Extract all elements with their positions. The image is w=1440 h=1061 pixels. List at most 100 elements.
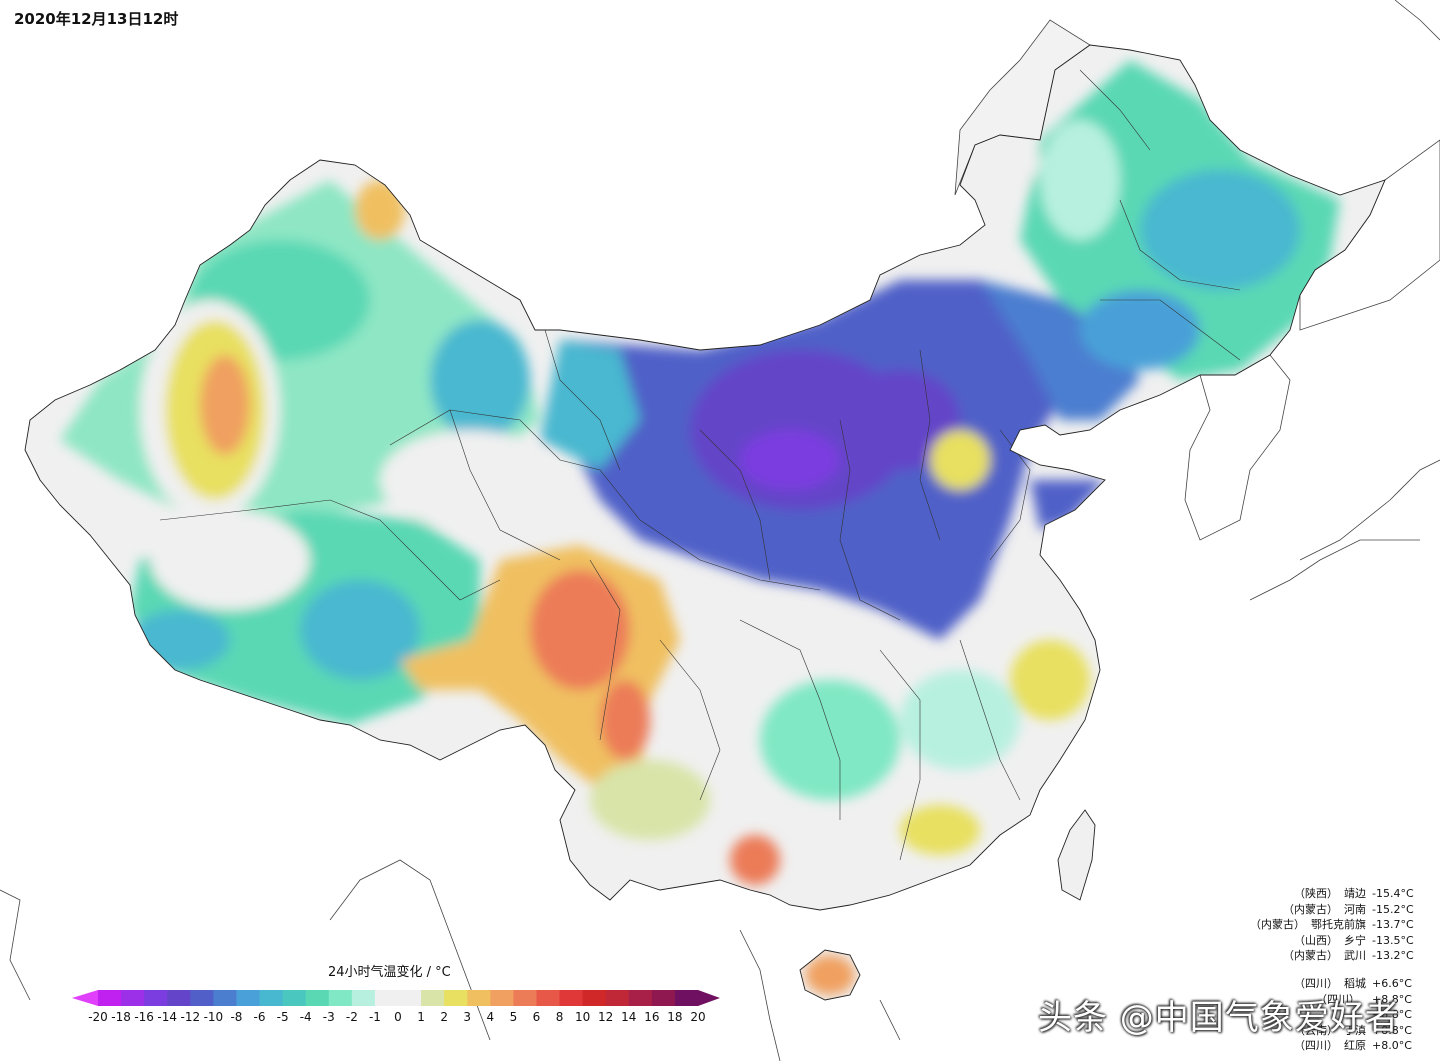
station-name: 河南 [1344,902,1366,916]
colorbar-tick-label: 12 [598,1010,613,1024]
colorbar-tick-label: 4 [486,1010,494,1024]
colorbar-swatch [98,990,122,1006]
station-value: +8.8°C [1372,992,1412,1006]
station-province: （云南） [1294,1023,1338,1037]
colorbar-swatch [236,990,261,1006]
colorbar-swatch [444,990,468,1006]
colorbar-tick-label: 14 [621,1010,636,1024]
station-value: -13.5°C [1372,933,1414,947]
colorbar-swatch [582,990,607,1006]
map-title: 2020年12月13日12时 [14,10,179,28]
station-name: 靖边 [1344,887,1366,900]
colorbar-tick-label: -2 [346,1010,358,1024]
colorbar-tick-label: -12 [181,1010,201,1024]
station-row: +8.8°C [1294,1007,1426,1023]
province-borders [159,69,1241,861]
station-value: -15.2°C [1372,902,1414,916]
colorbar-swatch [559,990,584,1006]
station-row: （内蒙古） 武川 -13.2°C [1250,948,1426,964]
colorbar-tick-label: -5 [277,1010,289,1024]
colorbar-swatch [305,990,330,1006]
colorbar-tick-label: -3 [323,1010,335,1024]
station-row: （四川） 红原 +8.0°C [1294,1038,1426,1054]
colorbar-swatch [513,990,537,1006]
colorbar-tick-label: 3 [463,1010,471,1024]
colorbar-swatch [328,990,353,1006]
colorbar-tick-label: 10 [575,1010,590,1024]
colorbar-tick-label: 0 [394,1010,402,1024]
station-value: -15.4°C [1372,887,1414,900]
colorbar-arrow-high [698,990,720,1006]
station-value: +6.6°C [1372,977,1412,990]
colorbar-tick-label: -14 [157,1010,177,1024]
colorbar-tick-label: 5 [510,1010,518,1024]
colorbar-swatch [398,990,422,1006]
station-name: 红原 [1344,1039,1366,1052]
colorbar-swatch [536,990,561,1006]
station-province: （山西） [1294,933,1338,947]
station-row: （山西） 乡宁 -13.5°C [1250,933,1426,949]
colorbar-swatch [190,990,214,1006]
station-name: 鄂托克前旗 [1311,918,1366,931]
station-row: （内蒙古） 鄂托克前旗 -13.7°C [1250,917,1426,933]
colorbar-swatch [674,990,699,1006]
station-province: （四川） [1316,992,1360,1006]
colorbar-swatch [490,990,514,1006]
colorbar-swatch [259,990,284,1006]
colorbar-swatch [605,990,630,1006]
colorbar-tick-label: -4 [300,1010,312,1024]
colorbar-tick-label: 16 [644,1010,659,1024]
station-value: +8.8°C [1372,1023,1412,1037]
station-row: （陕西） 靖边 -15.4°C [1250,886,1426,902]
station-name: 稻城 [1344,977,1366,990]
station-name: 武川 [1344,949,1366,962]
colorbar-tick-label: 1 [417,1010,425,1024]
station-value: +8.0°C [1372,1039,1412,1052]
colorbar-tick-label: 8 [556,1010,564,1024]
station-row: （四川） +8.8°C [1294,992,1426,1008]
colorbar-swatch [351,990,376,1006]
station-province: （四川） [1294,1039,1338,1052]
station-value: +8.8°C [1372,1008,1412,1021]
station-row: （四川） 稻城 +6.6°C [1294,976,1426,992]
watermark: 头条 @中国气象爱好者 [1038,998,1400,1038]
colorbar-swatch [467,990,491,1006]
colorbar-swatch [144,990,168,1006]
station-province: （陕西） [1294,887,1338,900]
colorbar-swatch [628,990,653,1006]
station-province: （内蒙古） [1283,902,1338,916]
colorbar-tick-label: 20 [690,1010,705,1024]
coldest-stations-list: （陕西） 靖边 -15.4°C （内蒙古） 河南 -15.2°C （内蒙古） 鄂托克前旗 -13… [1250,886,1426,964]
warmest-stations-list: （四川） 稻城 +6.6°C （四川） +8.8°C +8.8°C （云南） 丁滇 +8.8°C… [1294,976,1426,1054]
station-value: -13.7°C [1372,918,1414,931]
station-name: 丁滇 [1344,1023,1366,1037]
station-province: （内蒙古） [1250,918,1305,931]
station-province: （四川） [1294,977,1338,990]
colorbar-tick-label: -8 [230,1010,242,1024]
colorbar-tick-label: 2 [440,1010,448,1024]
colorbar-tick-label: 6 [533,1010,541,1024]
colorbar: -20 -18 -16 -14 -12 -10 -8 -6 -5 -4 -3 -2 -1 0 1 2 3 4 5 6 8… [72,990,720,1024]
colorbar-swatch [121,990,145,1006]
colorbar-tick-label: -10 [204,1010,224,1024]
station-province: （内蒙古） [1283,949,1338,962]
colorbar-swatch [421,990,445,1006]
colorbar-swatch [282,990,307,1006]
colorbar-arrow-low [72,990,98,1006]
colorbar-tick-label: -1 [369,1010,381,1024]
colorbar-swatch [374,990,399,1006]
station-row: （云南） 丁滇 +8.8°C [1294,1023,1426,1039]
colorbar-swatch [167,990,191,1006]
colorbar-tick-label: -20 [88,1010,108,1024]
china-outline [24,44,1386,1001]
colorbar-swatch [213,990,237,1006]
colorbar-title: 24小时气温变化 / °C [328,965,451,980]
colorbar-swatch [651,990,676,1006]
colorbar-tick-label: -6 [254,1010,266,1024]
station-name: 乡宁 [1344,933,1366,947]
colorbar-tick-label: -18 [111,1010,131,1024]
colorbar-tick-label: 18 [667,1010,682,1024]
colorbar-tick-label: -16 [134,1010,154,1024]
